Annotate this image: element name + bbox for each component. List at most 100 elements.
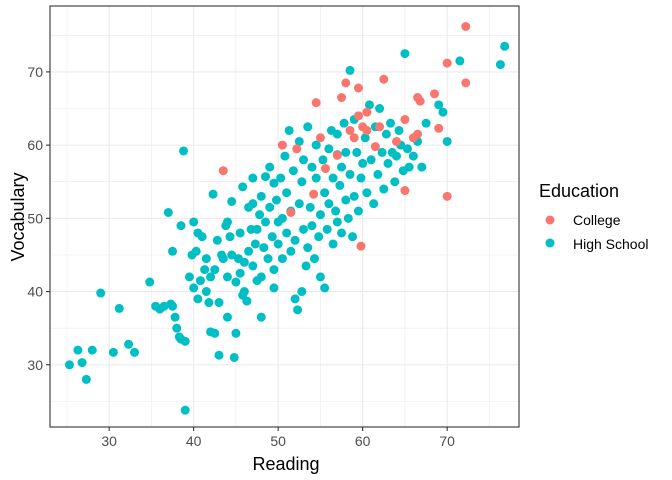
point-high-school bbox=[328, 239, 338, 249]
point-high-school bbox=[189, 283, 199, 293]
point-high-school bbox=[293, 305, 303, 315]
legend-label-high-school: High School bbox=[573, 236, 649, 252]
x-tick-label: 40 bbox=[186, 433, 202, 449]
point-high-school bbox=[248, 199, 258, 209]
point-high-school bbox=[87, 345, 97, 355]
point-high-school bbox=[288, 166, 298, 176]
point-high-school bbox=[358, 158, 368, 168]
point-high-school bbox=[421, 118, 431, 128]
point-high-school bbox=[184, 272, 194, 282]
point-high-school bbox=[269, 178, 279, 188]
point-high-school bbox=[269, 265, 279, 275]
point-high-school bbox=[172, 323, 182, 333]
point-college bbox=[370, 142, 380, 152]
point-high-school bbox=[315, 272, 325, 282]
point-high-school bbox=[343, 213, 353, 223]
point-college bbox=[400, 114, 410, 124]
point-high-school bbox=[210, 265, 220, 275]
point-high-school bbox=[265, 202, 275, 212]
point-high-school bbox=[324, 199, 334, 209]
point-high-school bbox=[341, 147, 351, 157]
y-tick-label: 60 bbox=[27, 137, 43, 153]
point-college bbox=[341, 78, 351, 88]
point-college bbox=[349, 133, 359, 143]
point-high-school bbox=[290, 235, 300, 245]
point-high-school bbox=[263, 254, 273, 264]
point-college bbox=[391, 136, 401, 146]
point-high-school bbox=[500, 41, 510, 51]
point-high-school bbox=[297, 177, 307, 187]
point-college bbox=[337, 93, 347, 103]
point-high-school bbox=[305, 202, 315, 212]
point-high-school bbox=[318, 155, 328, 165]
point-high-school bbox=[320, 283, 330, 293]
point-high-school bbox=[260, 172, 270, 182]
point-high-school bbox=[282, 228, 292, 238]
point-college bbox=[461, 78, 471, 88]
point-high-school bbox=[379, 184, 389, 194]
point-high-school bbox=[193, 294, 203, 304]
point-college bbox=[353, 83, 363, 93]
point-high-school bbox=[299, 155, 309, 165]
point-college bbox=[415, 96, 425, 106]
point-high-school bbox=[394, 125, 404, 135]
legend: Education College High School bbox=[539, 181, 649, 252]
point-college bbox=[400, 186, 410, 196]
point-high-school bbox=[231, 328, 241, 338]
y-tick-label: 30 bbox=[27, 357, 43, 373]
point-college bbox=[442, 58, 452, 68]
y-tick-label: 40 bbox=[27, 284, 43, 300]
grid-major bbox=[50, 6, 519, 427]
point-high-school bbox=[311, 140, 321, 150]
point-high-school bbox=[404, 162, 414, 172]
point-college bbox=[362, 107, 372, 117]
point-high-school bbox=[356, 173, 366, 183]
point-college bbox=[353, 111, 363, 121]
point-high-school bbox=[364, 100, 374, 110]
point-high-school bbox=[225, 232, 235, 242]
point-high-school bbox=[307, 221, 317, 231]
point-college bbox=[315, 133, 325, 143]
point-high-school bbox=[339, 118, 349, 128]
point-high-school bbox=[349, 191, 359, 201]
point-high-school bbox=[337, 162, 347, 172]
point-high-school bbox=[400, 49, 410, 59]
point-high-school bbox=[314, 232, 324, 242]
point-high-school bbox=[124, 339, 134, 349]
point-high-school bbox=[179, 146, 189, 156]
point-high-school bbox=[383, 158, 393, 168]
point-high-school bbox=[201, 254, 211, 264]
point-high-school bbox=[328, 173, 338, 183]
point-high-school bbox=[280, 151, 290, 161]
point-college bbox=[375, 122, 385, 132]
point-high-school bbox=[255, 210, 265, 220]
point-high-school bbox=[345, 169, 355, 179]
point-high-school bbox=[239, 257, 249, 267]
x-axis-ticks: 30 40 50 60 70 bbox=[101, 427, 455, 449]
point-high-school bbox=[180, 405, 190, 415]
point-high-school bbox=[402, 144, 412, 154]
point-college bbox=[362, 125, 372, 135]
point-high-school bbox=[81, 374, 91, 384]
x-axis-title: Reading bbox=[252, 454, 319, 474]
point-high-school bbox=[495, 60, 505, 70]
point-high-school bbox=[386, 118, 396, 128]
point-high-school bbox=[297, 287, 307, 297]
point-high-school bbox=[353, 206, 363, 216]
point-high-school bbox=[204, 298, 214, 308]
point-college bbox=[309, 189, 319, 199]
point-high-school bbox=[180, 336, 190, 346]
point-high-school bbox=[201, 287, 211, 297]
point-college bbox=[320, 164, 330, 174]
point-high-school bbox=[256, 272, 266, 282]
point-college bbox=[442, 191, 452, 201]
legend-label-college: College bbox=[573, 212, 621, 228]
point-high-school bbox=[284, 125, 294, 135]
point-high-school bbox=[248, 173, 258, 183]
point-high-school bbox=[294, 136, 304, 146]
point-college bbox=[277, 140, 287, 150]
point-high-school bbox=[206, 272, 216, 282]
point-high-school bbox=[369, 199, 379, 209]
point-high-school bbox=[238, 290, 248, 300]
